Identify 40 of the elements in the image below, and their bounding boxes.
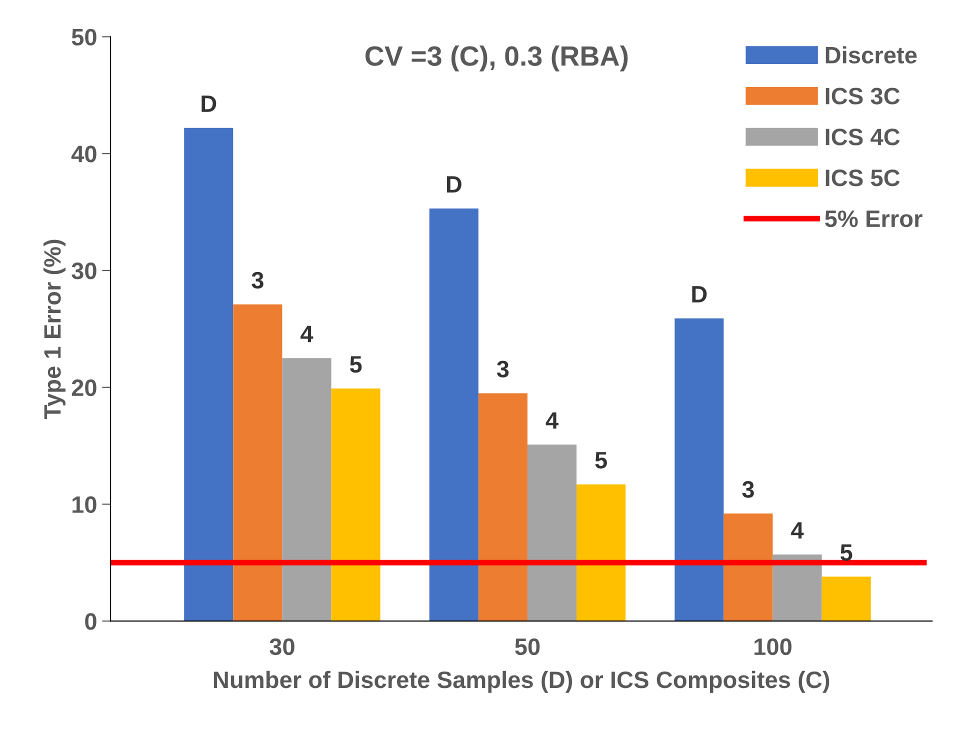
annotation: 5 [840,544,852,561]
annotation: D [692,286,707,302]
annotation: 3 [496,360,509,378]
annotation: D [446,176,462,193]
annotation: 5 [350,356,362,373]
annotation: 4 [300,326,314,342]
y-axis-title: Type 1 Error (%) [43,240,66,419]
annotation: 3 [252,272,264,289]
x-axis-title: Number of Discrete Samples (D) or ICS Composites (C) [214,670,830,693]
chart-title: CV =3 (C), 0.3 (RBA) [365,46,628,72]
bar [282,358,332,622]
legend-label: Discrete [826,46,917,64]
annotation: 5 [595,452,607,469]
bar [233,304,282,622]
bar [429,208,478,622]
bar [527,444,577,622]
bar [184,128,234,622]
bar [331,388,380,622]
legend-label: 5% Error [825,210,922,228]
bar [724,514,773,622]
legend-label: ICS 5C [826,170,900,186]
annotation: 4 [791,522,804,538]
y-tick-label: 40 [71,146,96,162]
y-tick-label: 20 [72,379,96,396]
x-tick-label: 100 [754,638,792,656]
x-tick-label: 30 [270,638,294,656]
annotation: D [202,96,216,112]
y-tick-label: 30 [72,262,96,280]
x-tick-label: 50 [515,638,540,656]
annotation: 3 [742,481,754,498]
legend-label: ICS 4C [826,128,900,146]
bar [478,393,528,622]
legend-label: ICS 3C [826,88,900,104]
bar [576,484,626,622]
y-tick-label: 10 [72,496,96,513]
annotation: 4 [546,412,558,429]
y-tick-label: 50 [72,28,96,46]
bar [674,318,724,622]
y-tick-label: 0 [85,613,96,630]
bar [822,576,871,622]
